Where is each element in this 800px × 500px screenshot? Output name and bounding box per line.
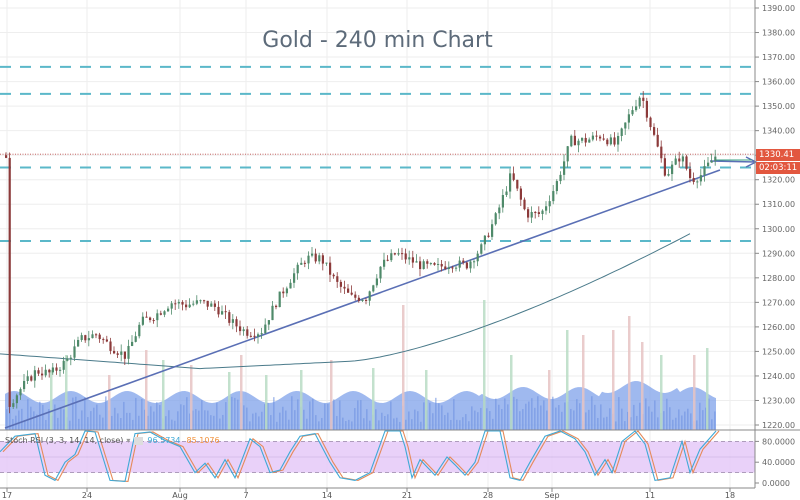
svg-text:1220.00: 1220.00 (762, 421, 795, 430)
stoch-k-value: 96.5734 (147, 436, 181, 445)
moving-average-line (0, 233, 691, 370)
stoch-rsi-legend[interactable]: Stoch RSI (3, 3, 14, 14, close) ▾ 96.5734 8… (5, 436, 220, 445)
candlesticks (5, 91, 717, 414)
svg-text:1310.00: 1310.00 (762, 200, 795, 209)
volume-histogram (5, 300, 716, 430)
trendline-arrow-icon (709, 156, 758, 168)
svg-text:Aug: Aug (172, 491, 188, 500)
svg-text:14: 14 (322, 491, 332, 500)
svg-text:1230.00: 1230.00 (762, 396, 795, 405)
countdown-tag: 02:03:11 (756, 162, 800, 174)
settings-icon[interactable] (134, 436, 144, 445)
stoch-axis: 80.0000 40.0000 0.0000 (755, 437, 795, 488)
svg-text:1390.00: 1390.00 (762, 4, 795, 13)
current-price-tag: 1330.41 (756, 149, 800, 161)
svg-text:7: 7 (243, 491, 248, 500)
svg-text:11: 11 (645, 491, 655, 500)
svg-text:1300.00: 1300.00 (762, 225, 795, 234)
svg-text:80.0000: 80.0000 (762, 437, 795, 446)
svg-text:1350.00: 1350.00 (762, 102, 795, 111)
svg-text:18: 18 (725, 491, 735, 500)
time-axis[interactable]: 17 24 Aug 7 14 21 28 Sep 11 18 (2, 488, 735, 500)
chevron-down-icon[interactable]: ▾ (126, 436, 131, 445)
svg-text:1280.00: 1280.00 (762, 274, 795, 283)
svg-text:1290.00: 1290.00 (762, 249, 795, 258)
svg-text:40.0000: 40.0000 (762, 458, 795, 467)
svg-text:Sep: Sep (544, 491, 559, 500)
svg-text:1340.00: 1340.00 (762, 127, 795, 136)
svg-text:1370.00: 1370.00 (762, 53, 795, 62)
svg-text:1360.00: 1360.00 (762, 78, 795, 87)
svg-text:1270.00: 1270.00 (762, 298, 795, 307)
svg-text:21: 21 (402, 491, 412, 500)
stoch-rsi-pane (0, 430, 755, 482)
stoch-d-value: 85.1076 (186, 436, 220, 445)
svg-text:1250.00: 1250.00 (762, 347, 795, 356)
svg-text:17: 17 (2, 491, 12, 500)
svg-text:1320.00: 1320.00 (762, 176, 795, 185)
horizontal-levels[interactable] (0, 65, 755, 243)
chart-title: Gold - 240 min Chart (262, 28, 493, 53)
svg-text:1240.00: 1240.00 (762, 372, 795, 381)
svg-text:24: 24 (82, 491, 92, 500)
svg-text:28: 28 (483, 491, 493, 500)
svg-text:1380.00: 1380.00 (762, 29, 795, 38)
price-axis[interactable]: 1390.00 1380.00 1370.00 1360.00 1350.00 1340.… (755, 4, 795, 430)
svg-text:1260.00: 1260.00 (762, 323, 795, 332)
stoch-rsi-label: Stoch RSI (3, 3, 14, 14, close) (5, 436, 124, 445)
svg-text:0.0000: 0.0000 (762, 479, 790, 488)
